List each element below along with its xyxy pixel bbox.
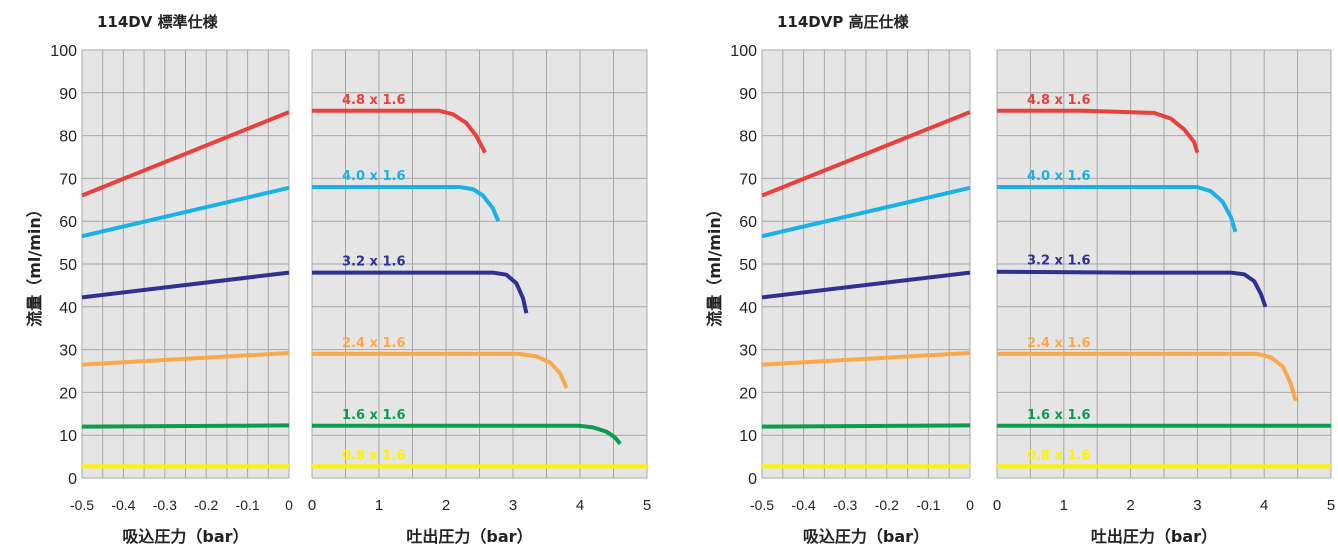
x-tick-label: 3 [1193,497,1201,514]
x-tick-label: 4 [576,497,584,514]
y-tick-label: 10 [59,428,77,445]
series-line-2.4x1.6 [312,351,569,389]
y-tick-label: 80 [59,129,77,146]
y-tick-label: 90 [59,86,77,103]
x-tick-label: -0.4 [792,497,816,513]
series-label: 1.6 x 1.6 [1027,408,1091,423]
series-label: 4.8 x 1.6 [1027,93,1091,108]
y-tick-label: 100 [50,43,77,60]
series-label: 2.4 x 1.6 [1027,336,1091,351]
series-line-4.8x1.6 [312,108,487,154]
y-tick-label: 90 [739,86,757,103]
x-axis-label: 吸込圧力（bar） [803,527,929,546]
x-tick-label: -0.3 [153,497,177,513]
series-label: 4.0 x 1.6 [342,169,406,184]
left-panel: -0.5 -0.4 -0.3 -0.2 -0.1 0 吸込圧力（bar） [750,49,974,546]
series-line-4.0x1.6 [81,185,290,239]
y-axis-label: 流量（ml/min） [705,201,724,327]
series-line-3.2x1.6 [996,269,1268,308]
x-axis-label: 吸込圧力（bar） [122,527,248,546]
y-tick-label: 70 [59,171,77,188]
series-label: 3.2 x 1.6 [1027,254,1091,269]
y-tick-label: 80 [739,129,757,146]
series-line-3.2x1.6 [312,270,529,314]
x-tick-label: 5 [643,497,651,514]
y-tick-label: 70 [739,171,757,188]
series-label: 2.4 x 1.6 [342,336,406,351]
x-tick-label: 3 [509,497,517,514]
chart-title: 114DV 標準仕様 [97,13,219,31]
series-line-3.2x1.6 [81,270,290,300]
y-tick-label: 40 [739,300,757,317]
series-line-2.4x1.6 [81,351,290,367]
y-tick-label: 10 [739,428,757,445]
y-tick-label: 100 [730,43,757,60]
series-line-1.6x1.6 [761,423,971,429]
x-tick-label: -0.5 [750,497,774,513]
x-tick-label: -0.3 [833,497,857,513]
y-tick-label: 60 [739,214,757,231]
x-tick-label: 0 [285,497,293,513]
y-tick-label: 50 [59,257,77,274]
series-line-4.8x1.6 [761,110,971,198]
chart-title: 114DVP 高圧仕様 [777,13,910,31]
x-tick-label: 2 [1126,497,1134,514]
chart-2: 114DVP 高圧仕様流量（ml/min）0102030405060708090… [705,13,1335,546]
y-tick-label: 60 [59,214,77,231]
series-label: 1.6 x 1.6 [342,408,406,423]
x-tick-label: 0 [308,497,316,514]
series-line-4.8x1.6 [81,110,290,198]
x-tick-label: 1 [375,497,383,514]
x-tick-label: -0.1 [916,497,940,513]
x-tick-label: 4 [1260,497,1268,514]
series-line-1.6x1.6 [81,423,290,429]
x-tick-label: -0.2 [875,497,899,513]
x-tick-label: 0 [993,497,1001,514]
series-line-2.4x1.6 [761,351,971,367]
y-tick-label: 40 [59,300,77,317]
series-line-2.4x1.6 [997,351,1298,402]
series-label: 4.8 x 1.6 [342,93,406,108]
series-label: 3.2 x 1.6 [342,255,406,270]
y-tick-label: 0 [748,471,757,488]
y-tick-label: 20 [739,385,757,402]
series-label: 0.8 x 1.6 [342,448,406,463]
x-tick-label: -0.4 [111,497,135,513]
x-axis-label: 吐出圧力（bar） [406,527,532,546]
series-line-4.0x1.6 [997,185,1238,233]
x-tick-label: 0 [966,497,974,513]
series-line-4.0x1.6 [761,185,971,239]
series-line-4.8x1.6 [997,108,1200,154]
y-tick-label: 50 [739,257,757,274]
y-tick-label: 20 [59,385,77,402]
y-tick-label: 30 [59,343,77,360]
series-label: 0.8 x 1.6 [1027,448,1091,463]
x-tick-label: 2 [442,497,450,514]
x-axis-label: 吐出圧力（bar） [1091,527,1217,546]
right-panel: 0 1 2 3 4 5 吐出圧力（bar） [993,49,1335,546]
series-line-1.6x1.6 [312,423,622,446]
x-tick-label: -0.2 [194,497,218,513]
right-panel: 0 1 2 3 4 5 吐出圧力（bar） [308,49,651,546]
y-tick-label: 0 [68,471,77,488]
series-label: 4.0 x 1.6 [1027,169,1091,184]
x-tick-label: 5 [1327,497,1335,514]
left-panel: -0.5 -0.4 -0.3 -0.2 -0.1 0 吸込圧力（bar） [70,49,293,546]
y-tick-label: 30 [739,343,757,360]
x-tick-label: 1 [1060,497,1068,514]
y-axis-label: 流量（ml/min） [25,201,44,327]
x-tick-label: -0.1 [236,497,260,513]
x-tick-label: -0.5 [70,497,94,513]
series-line-3.2x1.6 [761,270,971,300]
series-line-4.0x1.6 [312,185,501,222]
chart-1: 114DV 標準仕様流量（ml/min）01020304050607080901… [25,13,651,546]
